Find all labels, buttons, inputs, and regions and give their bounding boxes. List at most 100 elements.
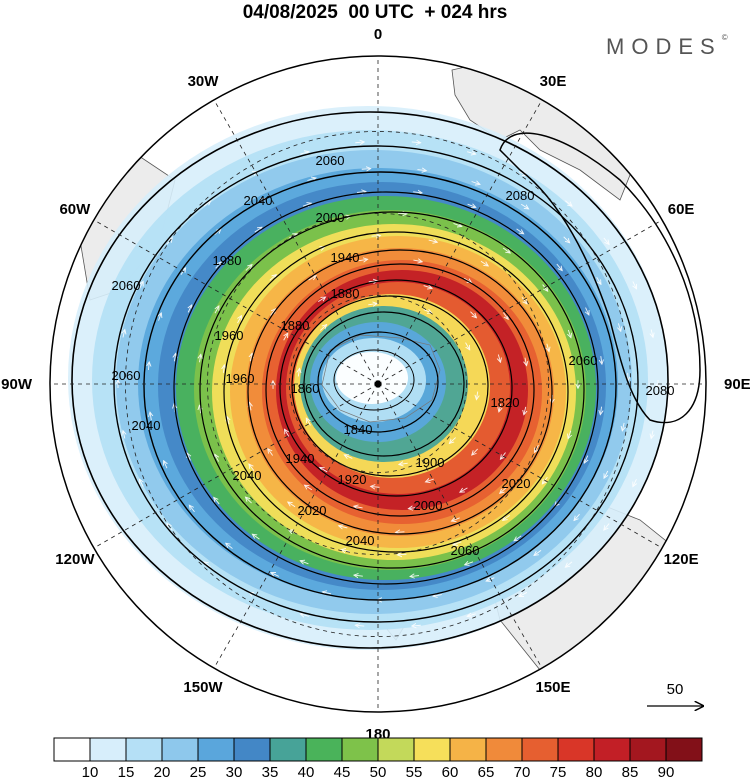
meridian-line bbox=[377, 383, 663, 549]
wind-arrow bbox=[199, 405, 200, 414]
wind-arrow bbox=[371, 236, 381, 237]
contour-label: 2000 bbox=[316, 210, 345, 225]
height-contour bbox=[199, 211, 585, 569]
wind-arrow bbox=[199, 354, 200, 363]
wind-arrow bbox=[503, 514, 511, 520]
wind-vectors bbox=[118, 142, 658, 626]
wind-arrow bbox=[140, 281, 144, 290]
colorbar-label: 35 bbox=[262, 764, 279, 781]
colorbar-swatch bbox=[485, 737, 523, 762]
wind-arrow bbox=[465, 562, 474, 565]
wind-arrow bbox=[480, 260, 488, 266]
wind-arrow bbox=[471, 181, 480, 184]
wind-arrow bbox=[565, 200, 572, 206]
colorbar-label: 75 bbox=[550, 764, 567, 781]
wind-arrow bbox=[308, 276, 317, 281]
colorbar-swatch bbox=[89, 737, 127, 762]
wind-arrow bbox=[534, 550, 542, 555]
wind-arrow bbox=[651, 430, 653, 439]
meridian-line bbox=[213, 99, 379, 385]
colorbar-swatch bbox=[665, 737, 703, 762]
colorbar-swatch bbox=[593, 737, 631, 762]
contour-label: 2040 bbox=[346, 533, 375, 548]
wind-arrow bbox=[499, 403, 501, 412]
wind-arrow bbox=[428, 240, 438, 242]
wind-arrow bbox=[368, 303, 377, 304]
colorbar-swatch bbox=[305, 737, 343, 762]
map-title: 04/08/2025 00 UTC + 024 hrs bbox=[242, 2, 508, 23]
wind-arrow bbox=[411, 142, 421, 143]
south-pole-marker bbox=[374, 380, 382, 388]
longitude-label: 60E bbox=[668, 201, 695, 218]
contour-label: 2040 bbox=[233, 468, 262, 483]
wind-arrow bbox=[140, 479, 144, 487]
wind-arrow bbox=[514, 535, 522, 541]
contour-label: 2080 bbox=[506, 188, 535, 203]
wind-reference-value: 50 bbox=[667, 681, 684, 698]
longitude-label: 120W bbox=[55, 551, 95, 568]
wind-arrow bbox=[307, 178, 316, 181]
wind-arrow bbox=[203, 201, 211, 207]
colorbar-label: 80 bbox=[586, 764, 603, 781]
contour-label: 2040 bbox=[244, 193, 273, 208]
wind-arrow bbox=[249, 402, 251, 411]
contour-label: 1900 bbox=[416, 455, 445, 470]
colorbar-label: 90 bbox=[658, 764, 675, 781]
colorbar-label: 85 bbox=[622, 764, 639, 781]
wind-arrow bbox=[188, 305, 192, 313]
meridian-line bbox=[93, 383, 379, 549]
colorbar-label: 30 bbox=[226, 764, 243, 781]
contour-label: 1920 bbox=[338, 472, 367, 487]
contour-label: 2060 bbox=[316, 153, 345, 168]
wind-arrow bbox=[467, 614, 476, 617]
wind-arrow bbox=[451, 518, 460, 521]
contour-label: 1980 bbox=[213, 253, 242, 268]
wind-arrow bbox=[486, 578, 495, 581]
wind-arrow bbox=[423, 286, 432, 289]
wind-arrow bbox=[408, 507, 418, 508]
wind-arrow bbox=[245, 497, 252, 504]
contour-label: 2060 bbox=[112, 278, 141, 293]
wind-arrow bbox=[449, 437, 456, 444]
colorbar-swatch bbox=[557, 737, 595, 762]
wind-arrow bbox=[189, 505, 195, 513]
wind-arrow bbox=[150, 412, 151, 421]
wind-arrow bbox=[603, 237, 609, 245]
longitude-label: 30W bbox=[188, 73, 220, 90]
contour-label: 1840 bbox=[344, 422, 373, 437]
wind-arrow bbox=[148, 362, 149, 371]
wind-arrow bbox=[270, 309, 275, 316]
height-contour bbox=[173, 191, 599, 585]
wind-arrow bbox=[215, 454, 219, 462]
wind-arrow bbox=[317, 297, 325, 303]
wind-arrow bbox=[596, 277, 601, 284]
wind-arrow bbox=[304, 485, 313, 491]
wind-arrow bbox=[410, 576, 420, 577]
wind-arrow bbox=[584, 455, 588, 463]
contour-label: 1820 bbox=[491, 395, 520, 410]
colorbar: 10 15 20 25 30 35 40 45 50 55 60 65 70 75 80 85 90 bbox=[53, 737, 703, 781]
contour-label: 1880 bbox=[281, 318, 310, 333]
colorbar-swatch bbox=[341, 737, 379, 762]
brand-logo: MODES© bbox=[606, 33, 728, 60]
height-contour bbox=[223, 231, 569, 553]
wind-arrow bbox=[355, 625, 365, 626]
wind-reference: 50 bbox=[647, 681, 703, 706]
longitude-label: 150W bbox=[183, 679, 223, 696]
colorbar-swatch bbox=[377, 737, 415, 762]
longitude-label: 120E bbox=[664, 551, 699, 568]
wind-arrow bbox=[516, 228, 524, 234]
wind-arrow bbox=[300, 614, 309, 617]
wind-arrow bbox=[622, 422, 624, 431]
wind-arrow bbox=[204, 562, 211, 568]
wind-arrow bbox=[123, 330, 125, 338]
wind-arrow bbox=[269, 275, 276, 281]
wind-arrow bbox=[604, 470, 608, 478]
antarctica-coastline bbox=[321, 334, 441, 423]
wind-arrow bbox=[268, 449, 273, 456]
wind-arrow bbox=[417, 170, 426, 171]
meridian-line bbox=[377, 99, 543, 385]
wind-arrow bbox=[633, 478, 637, 486]
